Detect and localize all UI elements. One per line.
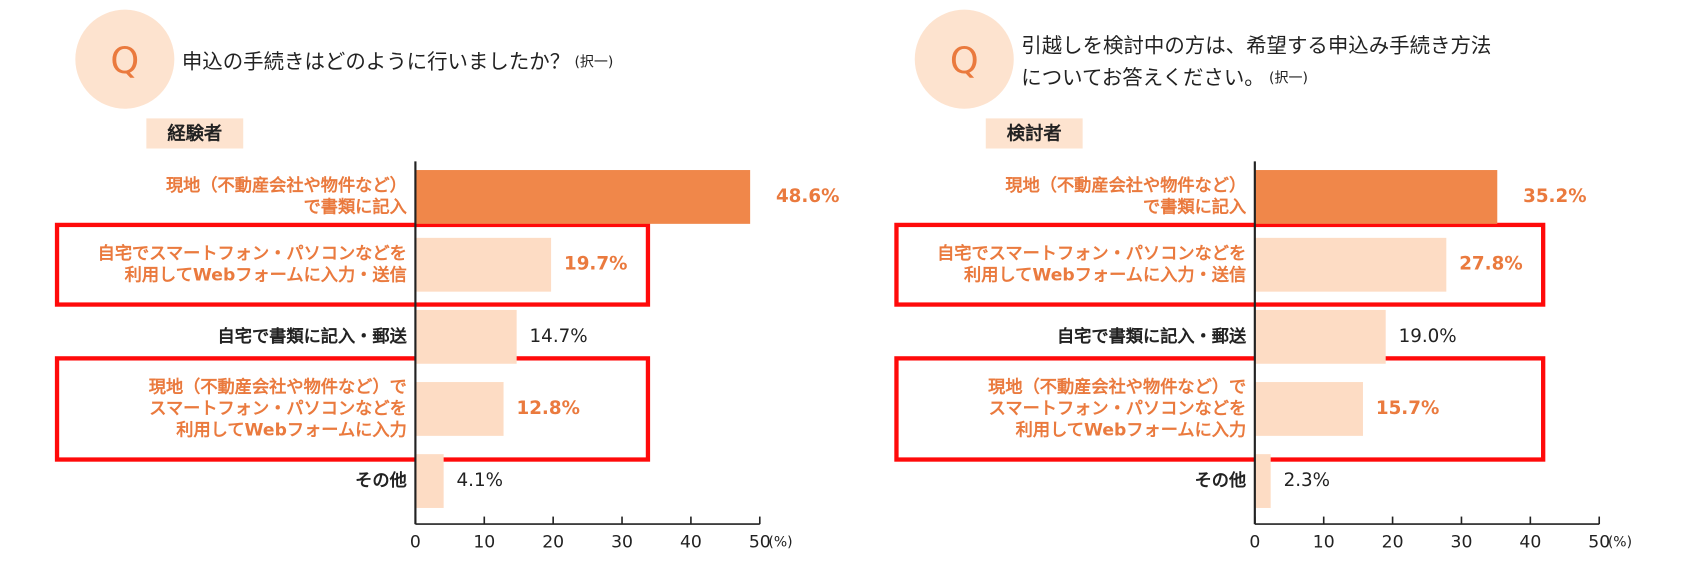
q-icon — [914, 9, 1014, 109]
group-label-bg — [985, 118, 1083, 149]
x-unit: (%) — [1608, 534, 1632, 550]
category-label: で書類に記入 — [304, 197, 408, 218]
category-label: 自宅で書類に記入・郵送 — [1057, 326, 1247, 347]
question: 申込の手続きはどのように行いましたか？ (択一) — [182, 49, 614, 73]
x-tick-label: 40 — [1519, 532, 1541, 552]
category-label: 自宅でスマートフォン・パソコンなどを — [98, 243, 407, 264]
value-label: 2.3% — [1284, 470, 1330, 491]
category-label: 現地（不動産会社や物件など） — [166, 175, 407, 196]
value-label: 27.8% — [1459, 254, 1522, 275]
highlight-box — [54, 222, 651, 307]
question: についてお答えください。 (択一) — [1021, 66, 1308, 90]
category-label: 利用してWebフォームに入力・送信 — [964, 265, 1246, 286]
value-label: 48.6% — [776, 186, 839, 207]
question-note: (択一) — [1269, 71, 1308, 87]
category-label: 利用してWebフォームに入力・送信 — [125, 265, 407, 286]
x-tick-label: 40 — [680, 532, 702, 552]
x-unit: (%) — [768, 534, 792, 550]
category-label: スマートフォン・パソコンなどを — [989, 399, 1247, 419]
question-line: 引越しを検討中の方は、希望する申込み手続き方法 — [1021, 33, 1491, 57]
bar — [415, 309, 517, 364]
category-label: 現地（不動産会社や物件など）で — [149, 376, 407, 397]
x-tick-label: 50 — [749, 532, 771, 552]
highlight-box — [54, 356, 651, 462]
bar — [415, 170, 751, 224]
x-tick-label: 30 — [1451, 532, 1473, 552]
category-label: 現地（不動産会社や物件など） — [1005, 175, 1246, 196]
question-line: についてお答えください。 — [1021, 66, 1264, 90]
value-label: 19.7% — [564, 254, 627, 275]
question-line: 申込の手続きはどのように行いましたか？ — [182, 49, 570, 73]
value-label: 14.7% — [530, 326, 588, 347]
x-tick-label: 10 — [473, 532, 495, 552]
question: 引越しを検討中の方は、希望する申込み手続き方法 — [1021, 33, 1491, 57]
bar — [1254, 454, 1271, 508]
bar — [415, 237, 552, 292]
highlight-box — [894, 356, 1546, 462]
bar — [415, 454, 444, 508]
group-label: 検討者 — [1007, 123, 1062, 145]
category-label: スマートフォン・パソコンなどを — [149, 399, 407, 419]
group-label: 経験者 — [167, 123, 222, 145]
bar — [1254, 382, 1363, 436]
category-label: 自宅でスマートフォン・パソコンなどを — [937, 243, 1246, 264]
bar — [1254, 237, 1447, 292]
question-note: (択一) — [574, 54, 613, 70]
category-label: で書類に記入 — [1143, 197, 1247, 218]
category-label: 自宅で書類に記入・郵送 — [218, 326, 408, 347]
value-label: 19.0% — [1399, 326, 1457, 347]
category-label: 現地（不動産会社や物件など）で — [988, 376, 1246, 397]
bar — [1254, 170, 1498, 224]
value-label: 12.8% — [516, 398, 579, 419]
q-letter: Q — [950, 39, 979, 82]
value-label: 35.2% — [1523, 186, 1586, 207]
category-label: 利用してWebフォームに入力 — [1016, 419, 1247, 440]
value-label: 15.7% — [1376, 398, 1439, 419]
category-label: その他 — [1195, 470, 1247, 491]
highlight-box — [894, 222, 1546, 307]
x-tick-label: 20 — [542, 532, 564, 552]
q-letter: Q — [110, 39, 139, 82]
category-label: 利用してWebフォームに入力 — [176, 419, 407, 440]
x-tick-label: 0 — [410, 532, 421, 552]
group-label-bg — [146, 118, 244, 149]
x-tick-label: 10 — [1313, 532, 1335, 552]
x-tick-label: 0 — [1249, 532, 1260, 552]
x-tick-label: 20 — [1382, 532, 1404, 552]
value-label: 4.1% — [457, 470, 503, 491]
x-tick-label: 30 — [611, 532, 633, 552]
bar — [1254, 309, 1386, 364]
q-icon — [75, 9, 175, 109]
x-tick-label: 50 — [1588, 532, 1610, 552]
bar — [415, 382, 504, 436]
category-label: その他 — [355, 470, 407, 491]
